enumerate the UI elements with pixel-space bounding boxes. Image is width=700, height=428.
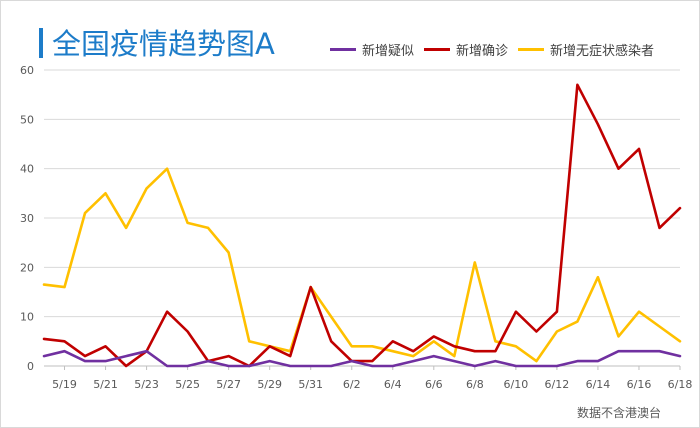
x-tick-label: 5/25 bbox=[175, 378, 200, 391]
x-tick-label: 5/29 bbox=[257, 378, 282, 391]
legend-swatch-suspected bbox=[330, 48, 356, 51]
y-tick-label: 30 bbox=[20, 212, 34, 225]
legend: 新增疑似 新增确诊 新增无症状感染者 bbox=[330, 40, 664, 59]
x-tick-label: 6/10 bbox=[504, 378, 529, 391]
y-tick-label: 0 bbox=[27, 360, 34, 373]
x-tick-label: 6/16 bbox=[627, 378, 652, 391]
x-tick-label: 5/23 bbox=[134, 378, 159, 391]
x-tick-label: 6/4 bbox=[384, 378, 402, 391]
x-tick-label: 6/12 bbox=[545, 378, 570, 391]
x-tick-label: 6/18 bbox=[668, 378, 693, 391]
series-line-asymptomatic bbox=[42, 167, 682, 363]
legend-label-suspected: 新增疑似 bbox=[362, 44, 415, 59]
x-tick-label: 5/31 bbox=[298, 378, 323, 391]
legend-label-asymptomatic: 新增无症状感染者 bbox=[550, 44, 655, 59]
legend-label-confirmed: 新增确诊 bbox=[456, 44, 509, 59]
x-tick-label: 5/27 bbox=[216, 378, 241, 391]
legend-item-confirmed: 新增确诊 bbox=[424, 40, 508, 59]
chart-title: 全国疫情趋势图A bbox=[52, 27, 275, 61]
legend-swatch-confirmed bbox=[424, 48, 451, 51]
source-note: 数据不含港澳台 bbox=[577, 406, 662, 420]
series-line-confirmed bbox=[42, 83, 682, 368]
x-tick-label: 5/19 bbox=[52, 378, 77, 391]
y-tick-label: 60 bbox=[20, 64, 34, 77]
x-tick-label: 5/21 bbox=[93, 378, 118, 391]
y-tick-label: 50 bbox=[20, 113, 34, 126]
y-tick-label: 40 bbox=[20, 163, 34, 176]
x-tick-label: 6/8 bbox=[466, 378, 484, 391]
legend-item-suspected: 新增疑似 bbox=[330, 40, 414, 59]
y-tick-label: 20 bbox=[20, 261, 34, 274]
x-tick-label: 6/14 bbox=[586, 378, 611, 391]
legend-item-asymptomatic: 新增无症状感染者 bbox=[518, 40, 654, 59]
title-accent-bar bbox=[39, 28, 43, 58]
legend-swatch-asymptomatic bbox=[518, 48, 545, 51]
x-tick-label: 6/6 bbox=[425, 378, 443, 391]
series-line-suspected bbox=[42, 349, 682, 368]
y-tick-label: 10 bbox=[20, 311, 34, 324]
x-tick-label: 6/2 bbox=[343, 378, 361, 391]
